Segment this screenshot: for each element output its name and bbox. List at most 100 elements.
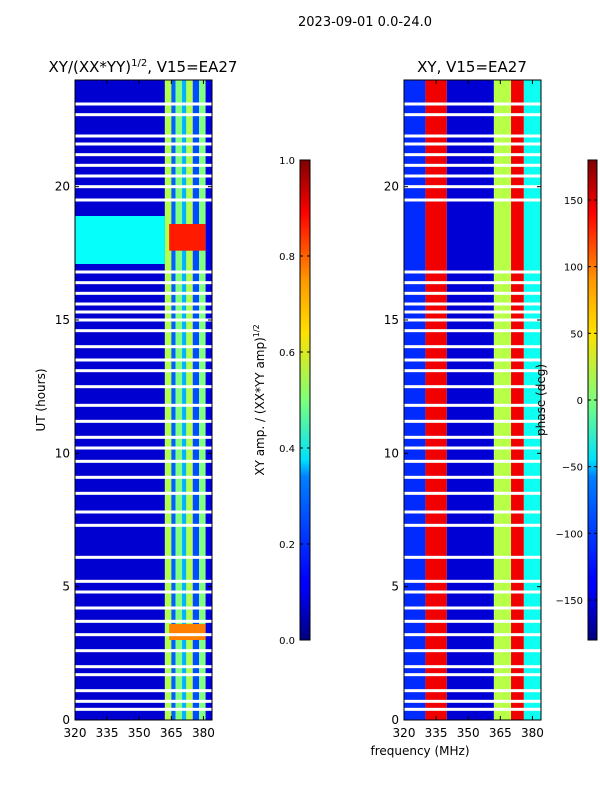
amplitude-flagged-row [75,606,212,610]
phase-frequency-band [523,80,541,720]
amplitude-frequency-band [192,80,200,720]
amplitude-flagged-row [75,673,212,677]
amplitude-flagged-row [75,102,212,106]
amplitude-flagged-row [75,689,212,693]
phase-flagged-row [404,385,541,389]
amplitude-flagged-row [75,590,212,594]
phase-colorbar-tick-label: 100 [564,263,583,274]
phase-colorbar-ticks: −150 −100 −50 0 50 100 150 [556,196,597,607]
amplitude-colorbar-tick-label: 0.0 [279,636,295,647]
phase-colorbar-label: phase (deg) [534,364,548,436]
panel-amplitude-title: XY/(XX*YY)1/2, V15=EA27 [49,58,238,76]
amplitude-flagged-row [75,369,212,373]
phase-flagged-row [404,446,541,450]
phase-y-tick-label: 15 [384,313,399,327]
amplitude-y-tick-label: 10 [55,446,70,460]
amplitude-flagged-row [75,385,212,389]
amplitude-flagged-row [75,446,212,450]
amplitude-y-tick-label: 15 [55,313,70,327]
amplitude-y-ticks: 0 5 10 15 20 [55,180,212,727]
phase-y-tick-label: 20 [384,180,399,194]
phase-flagged-row [404,369,541,373]
phase-flagged-row [404,673,541,677]
amplitude-flagged-row [75,134,212,138]
amplitude-y-tick-label: 5 [62,580,70,594]
amplitude-frequency-band [175,80,183,720]
phase-flagged-row [404,633,541,637]
amplitude-flagged-row [75,403,212,407]
amplitude-colorbar: 0.0 0.2 0.4 0.6 0.8 1.0 XY amp. / (XX*YY amp)… [252,156,311,647]
amplitude-flagged-row [75,358,212,362]
figure-suptitle: 2023-09-01 0.0-24.0 [298,15,432,30]
amplitude-x-tick-label: 350 [128,726,151,740]
amplitude-flagged-row [75,579,212,583]
phase-plot-frame [403,79,542,721]
amplitude-plot-frame [74,79,213,721]
phase-flagged-row [404,419,541,423]
amplitude-frequency-band [171,80,176,720]
phase-flagged-row [404,358,541,362]
phase-x-tick-label: 350 [457,726,480,740]
phase-colorbar-tick-label: −50 [562,463,583,474]
phase-flagged-row [404,270,541,274]
phase-flagged-row [404,491,541,495]
phase-flagged-row [404,302,541,306]
amplitude-flagged-row [75,153,212,157]
amplitude-y-axis-label: UT (hours) [34,368,48,431]
phase-flagged-row [404,649,541,653]
amplitude-flagged-row [75,510,212,514]
amplitude-highlight-region [75,216,165,264]
amplitude-x-tick-label: 335 [96,726,119,740]
amplitude-flagged-row [75,345,212,349]
amplitude-colorbar-tick-label: 0.4 [279,444,295,455]
phase-colorbar-tick-label: −150 [556,596,583,607]
amplitude-flagged-row [75,329,212,333]
phase-flagged-row [404,318,541,322]
amplitude-colorbar-ticks: 0.0 0.2 0.4 0.6 0.8 1.0 [279,156,310,647]
phase-flagged-row [404,142,541,146]
phase-flagged-row [404,174,541,178]
phase-frequency-band [493,80,512,720]
amplitude-flagged-row [75,291,212,295]
amplitude-colorbar-tick-label: 1.0 [279,156,295,167]
phase-frequency-band [404,80,426,720]
frequency-x-axis-label: frequency (MHz) [370,744,469,758]
phase-flagged-row [404,329,541,333]
amplitude-frequency-band [205,80,212,720]
phase-x-tick-label: 320 [393,726,416,740]
phase-flagged-row [404,134,541,138]
phase-frequency-band [511,80,524,720]
panel-amplitude: XY/(XX*YY)1/2, V15=EA27 320 335 350 365 380 … [34,58,237,740]
amplitude-colorbar-gradient [299,159,311,641]
amplitude-flagged-row [75,185,212,189]
phase-y-ticks: 0 5 10 15 20 [384,180,541,727]
phase-flagged-row [404,198,541,202]
amplitude-flagged-row [75,475,212,479]
amplitude-flagged-row [75,270,212,274]
amplitude-flagged-row [75,281,212,285]
phase-flagged-row [404,435,541,439]
phase-colorbar-tick-label: 150 [564,196,583,207]
phase-flagged-row [404,153,541,157]
phase-flagged-row [404,579,541,583]
amplitude-y-tick-label: 20 [55,180,70,194]
amplitude-highlight-region [169,624,206,640]
amplitude-flagged-row [75,318,212,322]
amplitude-flagged-row [75,665,212,669]
amplitude-frequency-band [182,80,187,720]
panel-phase: XY, V15=EA27 320 335 350 365 380 0 5 10 15 20 [384,58,544,740]
amplitude-flagged-row [75,113,212,117]
phase-x-tick-label: 365 [489,726,512,740]
phase-colorbar-tick-label: 0 [577,396,583,407]
amplitude-flagged-row [75,163,212,167]
phase-x-tick-label: 380 [521,726,544,740]
phase-flagged-row [404,619,541,623]
phase-colorbar: −150 −100 −50 0 50 100 150 phase (deg) [534,159,598,641]
amplitude-frequency-band [199,80,206,720]
amplitude-flagged-row [75,633,212,637]
amplitude-flagged-row [75,419,212,423]
phase-flagged-row [404,281,541,285]
amplitude-flagged-row [75,142,212,146]
phase-colorbar-tick-label: 50 [570,329,583,340]
phase-frequency-band [425,80,447,720]
